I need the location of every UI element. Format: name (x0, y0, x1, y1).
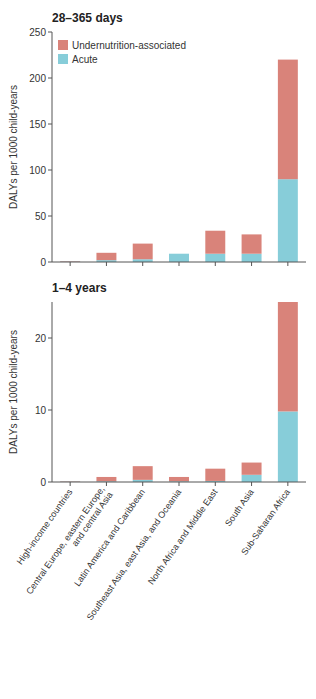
x-tick (179, 482, 180, 486)
bar (169, 254, 189, 262)
x-tick (179, 262, 180, 266)
x-tick (106, 262, 107, 266)
y-axis-label: DALYs per 1000 child-years (8, 85, 19, 209)
y-tick (48, 170, 52, 171)
y-tick (48, 482, 52, 483)
x-tick (215, 482, 216, 486)
bar (242, 234, 262, 253)
bar (242, 475, 262, 482)
x-tick (287, 482, 288, 486)
x-tick (215, 262, 216, 266)
bar (205, 254, 225, 262)
bar (242, 463, 262, 475)
bar-group (60, 302, 298, 482)
x-tick-label: Sub-Saharan Africa (239, 487, 292, 557)
y-tick-label: 250 (29, 27, 46, 38)
bar (278, 302, 298, 411)
bar (205, 469, 225, 481)
y-tick (48, 262, 52, 263)
chart-title: 1–4 years (52, 281, 107, 295)
x-tick (106, 482, 107, 486)
x-tick-label: South Asia (223, 487, 256, 528)
legend: Undernutrition-associated Acute (58, 40, 186, 65)
y-tick (48, 124, 52, 125)
y-tick-label: 10 (35, 405, 47, 416)
x-tick (70, 482, 71, 486)
x-tick (142, 262, 143, 266)
bar (96, 477, 116, 481)
legend-swatch (58, 40, 68, 50)
bar-group (60, 60, 298, 262)
y-tick-label: 0 (40, 477, 46, 488)
x-tick-label: North Africa and Middle East (146, 487, 220, 587)
x-tick (142, 482, 143, 486)
bar (133, 244, 153, 260)
bar (96, 253, 116, 260)
y-tick-label: 150 (29, 119, 46, 130)
chart-panel: 28–365 days 0 50 100 150 200 250 DALYs per 1000… (8, 11, 307, 268)
bar (133, 466, 153, 480)
y-tick (48, 338, 52, 339)
x-tick-label: Latin America and Caribbean (72, 487, 147, 588)
y-tick (48, 410, 52, 411)
y-tick-label: 20 (35, 333, 47, 344)
bar (169, 477, 189, 481)
y-axis-label: DALYs per 1000 child-years (8, 330, 19, 454)
y-tick-label: 50 (35, 211, 47, 222)
bar (278, 60, 298, 180)
y-axis-line (52, 302, 53, 482)
legend-label: Undernutrition-associated (72, 40, 186, 51)
y-axis-line (52, 32, 53, 262)
chart-title: 28–365 days (52, 11, 123, 25)
bar (278, 179, 298, 262)
x-tick (251, 262, 252, 266)
bar (278, 411, 298, 482)
legend-swatch (58, 54, 68, 64)
chart-panel: 1–4 years01020High-income countriesCentr… (8, 281, 307, 622)
y-tick-label: 200 (29, 73, 46, 84)
x-tick-label: High-income countries (15, 487, 75, 566)
y-tick (48, 216, 52, 217)
y-tick (48, 32, 52, 33)
x-tick (251, 482, 252, 486)
bar (242, 254, 262, 262)
y-tick (48, 78, 52, 79)
y-tick-label: 100 (29, 165, 46, 176)
legend-label: Acute (72, 54, 98, 65)
bar (169, 253, 189, 254)
x-tick (70, 262, 71, 266)
x-tick (287, 262, 288, 266)
y-tick-label: 0 (40, 257, 46, 268)
bar (205, 231, 225, 254)
chart-figure: 28–365 days050100150200250DALYs per 1000… (0, 0, 316, 699)
